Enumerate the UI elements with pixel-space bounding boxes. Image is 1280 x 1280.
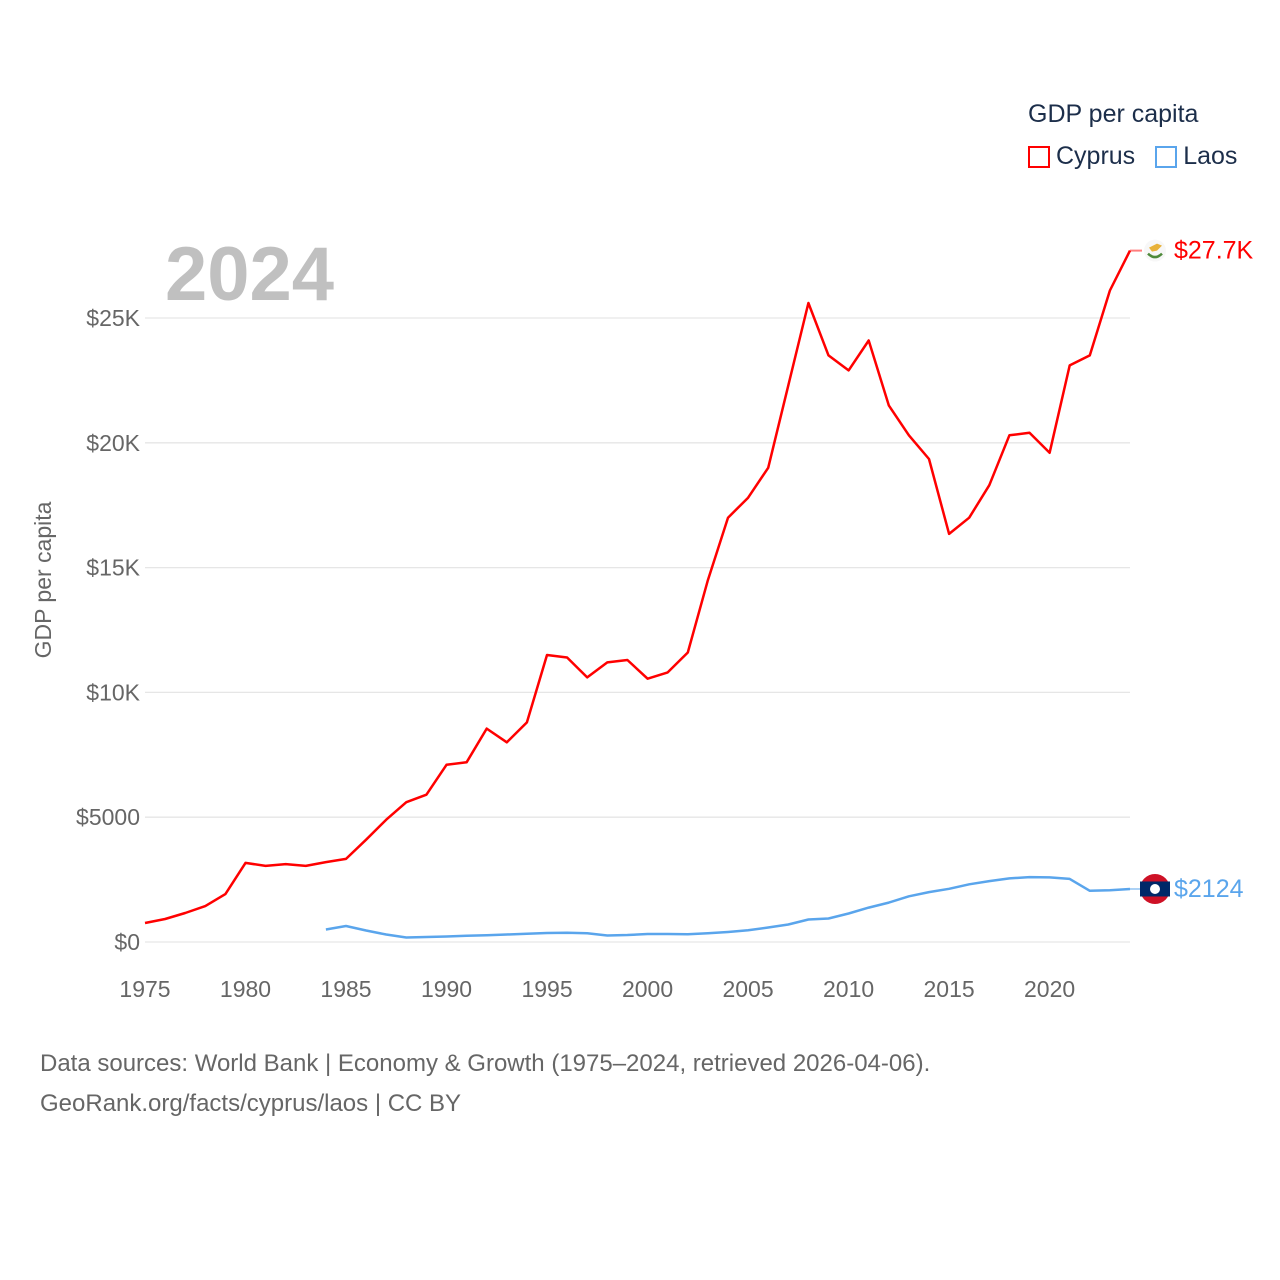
y-tick-label: $0 [114, 929, 140, 955]
y-tick-label: $25K [86, 305, 140, 331]
y-tick-label: $15K [86, 555, 140, 581]
x-tick-label: 1995 [521, 976, 572, 1002]
end-value-label: $27.7K [1174, 237, 1254, 265]
x-tick-label: 2015 [923, 976, 974, 1002]
series-line-cyprus [144, 250, 1132, 925]
flag-disc [1150, 883, 1160, 894]
y-axis-title: GDP per capita [30, 501, 56, 658]
legend-item-cyprus[interactable]: Cyprus [1028, 142, 1135, 171]
x-tick-label: 2005 [722, 976, 773, 1002]
flag-branches [1147, 252, 1163, 259]
y-tick-label: $10K [86, 679, 140, 705]
series-line-laos [325, 875, 1131, 939]
legend-label: Laos [1183, 142, 1238, 170]
x-tick-label: 2000 [622, 976, 673, 1002]
legend-swatch-cyprus [1028, 145, 1050, 168]
flag-island [1149, 243, 1162, 252]
year-label: 2024 [165, 232, 334, 317]
legend-title: GDP per capita [1028, 100, 1199, 128]
laos-flag-icon [1140, 873, 1170, 904]
x-tick-label: 1980 [220, 976, 271, 1002]
x-tick-label: 1985 [320, 976, 371, 1002]
data-sources: Data sources: World Bank | Economy & Gro… [40, 1050, 931, 1077]
legend-item-laos[interactable]: Laos [1155, 142, 1237, 171]
x-tick-label: 2010 [823, 976, 874, 1002]
x-tick-label: 1990 [421, 976, 472, 1002]
cyprus-flag-icon [1144, 239, 1166, 262]
x-tick-label: 1975 [119, 976, 170, 1002]
legend: Cyprus Laos [1028, 142, 1237, 171]
x-tick-label: 2020 [1024, 976, 1075, 1002]
y-tick-label: $20K [86, 430, 140, 456]
y-tick-label: $5000 [76, 804, 140, 830]
legend-swatch-laos [1155, 145, 1178, 168]
footer: Data sources: World Bank | Economy & Gro… [40, 1044, 930, 1124]
legend-label: Cyprus [1056, 142, 1136, 170]
source-link[interactable]: GeoRank.org/facts/cyprus/laos | CC BY [40, 1090, 462, 1117]
end-value-label: $2124 [1174, 875, 1244, 903]
